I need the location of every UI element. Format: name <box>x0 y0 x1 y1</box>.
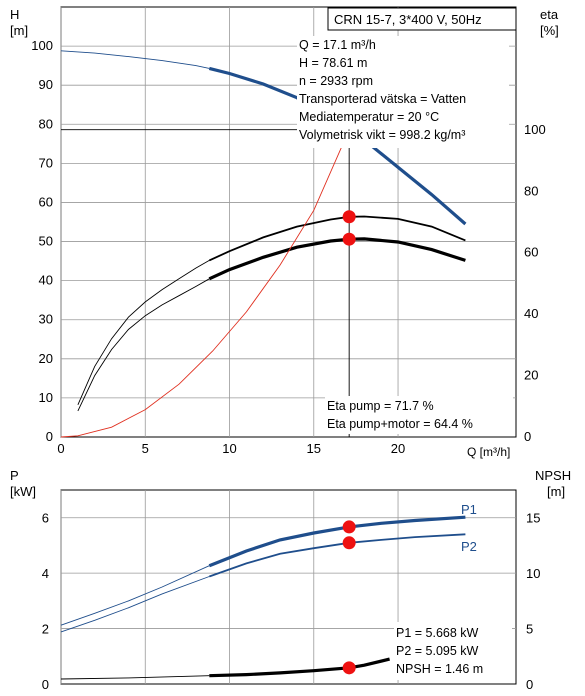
p-axis-label-line2: [kW] <box>10 484 36 499</box>
title-box <box>327 7 517 31</box>
top-y-left-tick-label: 70 <box>39 155 53 170</box>
top-y-right-tick-label: 20 <box>524 368 538 383</box>
info-line-density: Volymetrisk vikt = 998.2 kg/m³ <box>299 128 465 142</box>
y-right-label-line2: [%] <box>540 23 559 38</box>
top-ticks: 0 5 10 15 20 0 10 20 30 40 50 60 70 80 90 100 0 20 40 60 80 1… <box>31 38 545 456</box>
info-line-temp: Mediatemperatur = 20 °C <box>299 110 439 124</box>
y-right-label-line1: eta <box>540 7 559 22</box>
npsh-value-text: NPSH = 1.46 m <box>396 662 483 676</box>
x-axis-label: Q [m³/h] <box>467 445 510 459</box>
bottom-y-left-tick-label: 4 <box>42 566 49 581</box>
bottom-series <box>60 515 466 680</box>
p1-value-text: P1 = 5.668 kW <box>396 626 479 640</box>
power-point-marker <box>342 520 356 534</box>
eta-point-marker <box>342 232 356 246</box>
power-info-backdrop <box>394 622 512 680</box>
eta-pump-curve-thick <box>208 215 466 262</box>
p-axis-label-line1: P <box>10 468 19 483</box>
top-x-tick-label: 5 <box>142 441 149 456</box>
top-y-left-tick-label: 20 <box>39 351 53 366</box>
head-curve-thin <box>60 50 210 69</box>
bottom-y-left-tick-label: 0 <box>42 677 49 692</box>
top-y-left-tick-label: 60 <box>39 194 53 209</box>
bottom-ticks: 0 2 4 6 0 5 10 15 <box>42 511 541 692</box>
info-backdrop <box>297 36 509 148</box>
top-y-right-tick-label: 80 <box>524 183 538 198</box>
info-line-fluid: Transporterad vätska = Vatten <box>299 92 466 106</box>
series-label-p2: P2 <box>461 539 477 554</box>
top-y-left-tick-label: 50 <box>39 234 53 249</box>
top-chart: 0 5 10 15 20 0 10 20 30 40 50 60 70 80 90 100 0 20 40 60 80 1… <box>10 6 559 459</box>
info-block: Q = 17.1 m³/h H = 78.61 m n = 2933 rpm T… <box>297 36 509 148</box>
p1-curve-thin <box>60 565 210 626</box>
bottom-y-right-tick-label: 15 <box>526 511 540 526</box>
top-y-left-tick-label: 100 <box>31 38 53 53</box>
top-y-left-tick-label: 10 <box>39 390 53 405</box>
eta-pump-curve-thin <box>77 260 210 405</box>
npsh-curve-thick <box>209 657 390 678</box>
bottom-y-right-tick-label: 5 <box>526 622 533 637</box>
p2-curve-thin <box>60 576 210 633</box>
info-line-q: Q = 17.1 m³/h <box>299 38 376 52</box>
top-x-tick-label: 20 <box>391 441 405 456</box>
system-curve <box>60 129 350 438</box>
npsh-axis-label-line2: [m] <box>547 484 565 499</box>
series-label-p1: P1 <box>461 502 477 517</box>
top-y-right-tick-label: 0 <box>524 429 531 444</box>
power-info-block: P1 = 5.668 kW P2 = 5.095 kW NPSH = 1.46 … <box>394 622 512 680</box>
npsh-axis-label-line1: NPSH <box>535 468 571 483</box>
y-left-label-line2: [m] <box>10 23 28 38</box>
p2-curve-thick <box>209 533 466 578</box>
bottom-chart: 0 2 4 6 0 5 10 15 P [kW] NPSH [m] P1 P2 P1 = 5.… <box>10 468 571 692</box>
bottom-y-left-tick-label: 6 <box>42 511 49 526</box>
chart-title: CRN 15-7, 3*400 V, 50Hz <box>334 12 482 27</box>
top-y-right-tick-label: 100 <box>524 122 546 137</box>
eta-backdrop <box>325 396 513 434</box>
top-y-left-tick-label: 0 <box>46 429 53 444</box>
top-y-right-tick-label: 60 <box>524 245 538 260</box>
top-y-left-tick-label: 40 <box>39 273 53 288</box>
top-y-left-tick-label: 30 <box>39 312 53 327</box>
eta-pump-text: Eta pump = 71.7 % <box>327 399 434 413</box>
top-x-tick-label: 0 <box>57 441 64 456</box>
info-line-n: n = 2933 rpm <box>299 74 373 88</box>
bottom-y-left-tick-label: 2 <box>42 622 49 637</box>
info-line-h: H = 78.61 m <box>299 56 367 70</box>
top-y-left-tick-label: 80 <box>39 116 53 131</box>
eta-pump-motor-text: Eta pump+motor = 64.4 % <box>327 417 473 431</box>
power-point-marker <box>342 536 356 550</box>
eta-point-marker <box>342 210 356 224</box>
top-x-tick-label: 10 <box>222 441 236 456</box>
bottom-y-right-tick-label: 0 <box>526 677 533 692</box>
eta-pump-motor-curve-thin <box>77 278 210 412</box>
bottom-markers <box>342 520 356 675</box>
npsh-curve-thin <box>60 675 210 680</box>
top-x-tick-label: 15 <box>307 441 321 456</box>
eta-pump-motor-curve-thick <box>208 237 466 281</box>
p2-value-text: P2 = 5.095 kW <box>396 644 479 658</box>
eta-block: Eta pump = 71.7 % Eta pump+motor = 64.4 … <box>325 396 513 434</box>
npsh-point-marker <box>342 661 356 675</box>
bottom-y-right-tick-label: 10 <box>526 566 540 581</box>
top-y-left-tick-label: 90 <box>39 77 53 92</box>
top-y-right-tick-label: 40 <box>524 306 538 321</box>
p1-curve-thick <box>208 515 466 568</box>
y-left-label-line1: H <box>10 7 19 22</box>
